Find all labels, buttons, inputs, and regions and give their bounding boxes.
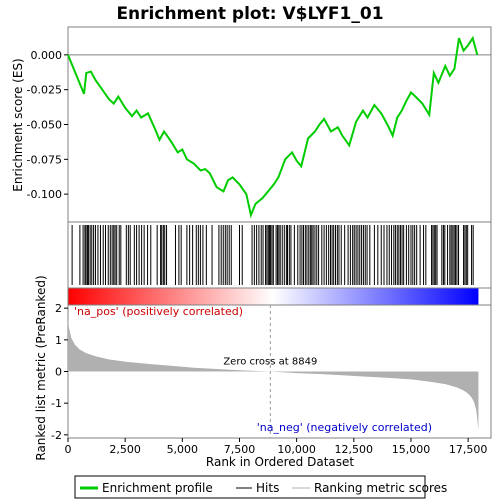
legend-frame: [74, 475, 426, 499]
legend-ranking-label: Ranking metric scores: [314, 481, 447, 495]
zero-cross-label: Zero cross at 8849: [223, 357, 317, 368]
metric-y-axis-label: Ranked list metric (PreRanked): [34, 275, 48, 460]
es-y-tick-label: -0.050: [27, 119, 62, 132]
es-y-tick-label: -0.100: [27, 188, 62, 201]
rank-heatmap: [67, 287, 492, 306]
x-tick-label: 10,000: [277, 443, 316, 456]
hits-panel: [67, 221, 492, 289]
es-y-tick-label: 0.000: [31, 49, 63, 62]
x-tick-label: 15,000: [392, 443, 431, 456]
enrichment-plot-frame: [67, 26, 492, 223]
heatmap-bar: [68, 288, 479, 305]
x-tick-label: 5,000: [167, 443, 199, 456]
x-tick-label: 2,500: [109, 443, 141, 456]
legend-hits-label: Hits: [256, 481, 279, 495]
enrichment-profile-line: [67, 35, 479, 219]
x-tick-label: 7,500: [224, 443, 256, 456]
legend-enrichment-label: Enrichment profile: [102, 481, 213, 495]
x-tick-label: 17,500: [449, 443, 488, 456]
x-tick-label: 12,500: [335, 443, 374, 456]
hits-frame: [67, 221, 492, 289]
ranking-metric-area: [68, 319, 479, 431]
x-tick-label: 0: [65, 443, 72, 456]
metric-y-tick-label: -1: [51, 397, 62, 410]
metric-y-tick-label: 0: [55, 366, 62, 379]
enrichment-panel: 0.000 -0.025 -0.050 -0.075 -0.100 Enrichment…: [11, 26, 492, 223]
legend: Enrichment profile Hits Ranking metric s…: [74, 475, 447, 499]
es-y-axis-label: Enrichment score (ES): [11, 58, 25, 191]
positive-correlation-label: 'na_pos' (positively correlated): [74, 305, 243, 318]
ranked-metric-panel: 2 1 0 -1 -2 Zero cross at 8849 'na_pos' (pos…: [34, 275, 492, 461]
x-axis-label: Rank in Ordered Dataset: [206, 455, 354, 469]
negative-correlation-label: 'na_neg' (negatively correlated): [257, 421, 432, 434]
metric-y-tick-label: 1: [55, 334, 62, 347]
metric-y-tick-label: -2: [51, 429, 62, 442]
es-y-tick-label: -0.075: [27, 153, 62, 166]
chart-title: Enrichment plot: V$LYF1_01: [116, 4, 383, 24]
es-y-tick-label: -0.025: [27, 84, 62, 97]
metric-y-tick-label: 2: [55, 302, 62, 315]
